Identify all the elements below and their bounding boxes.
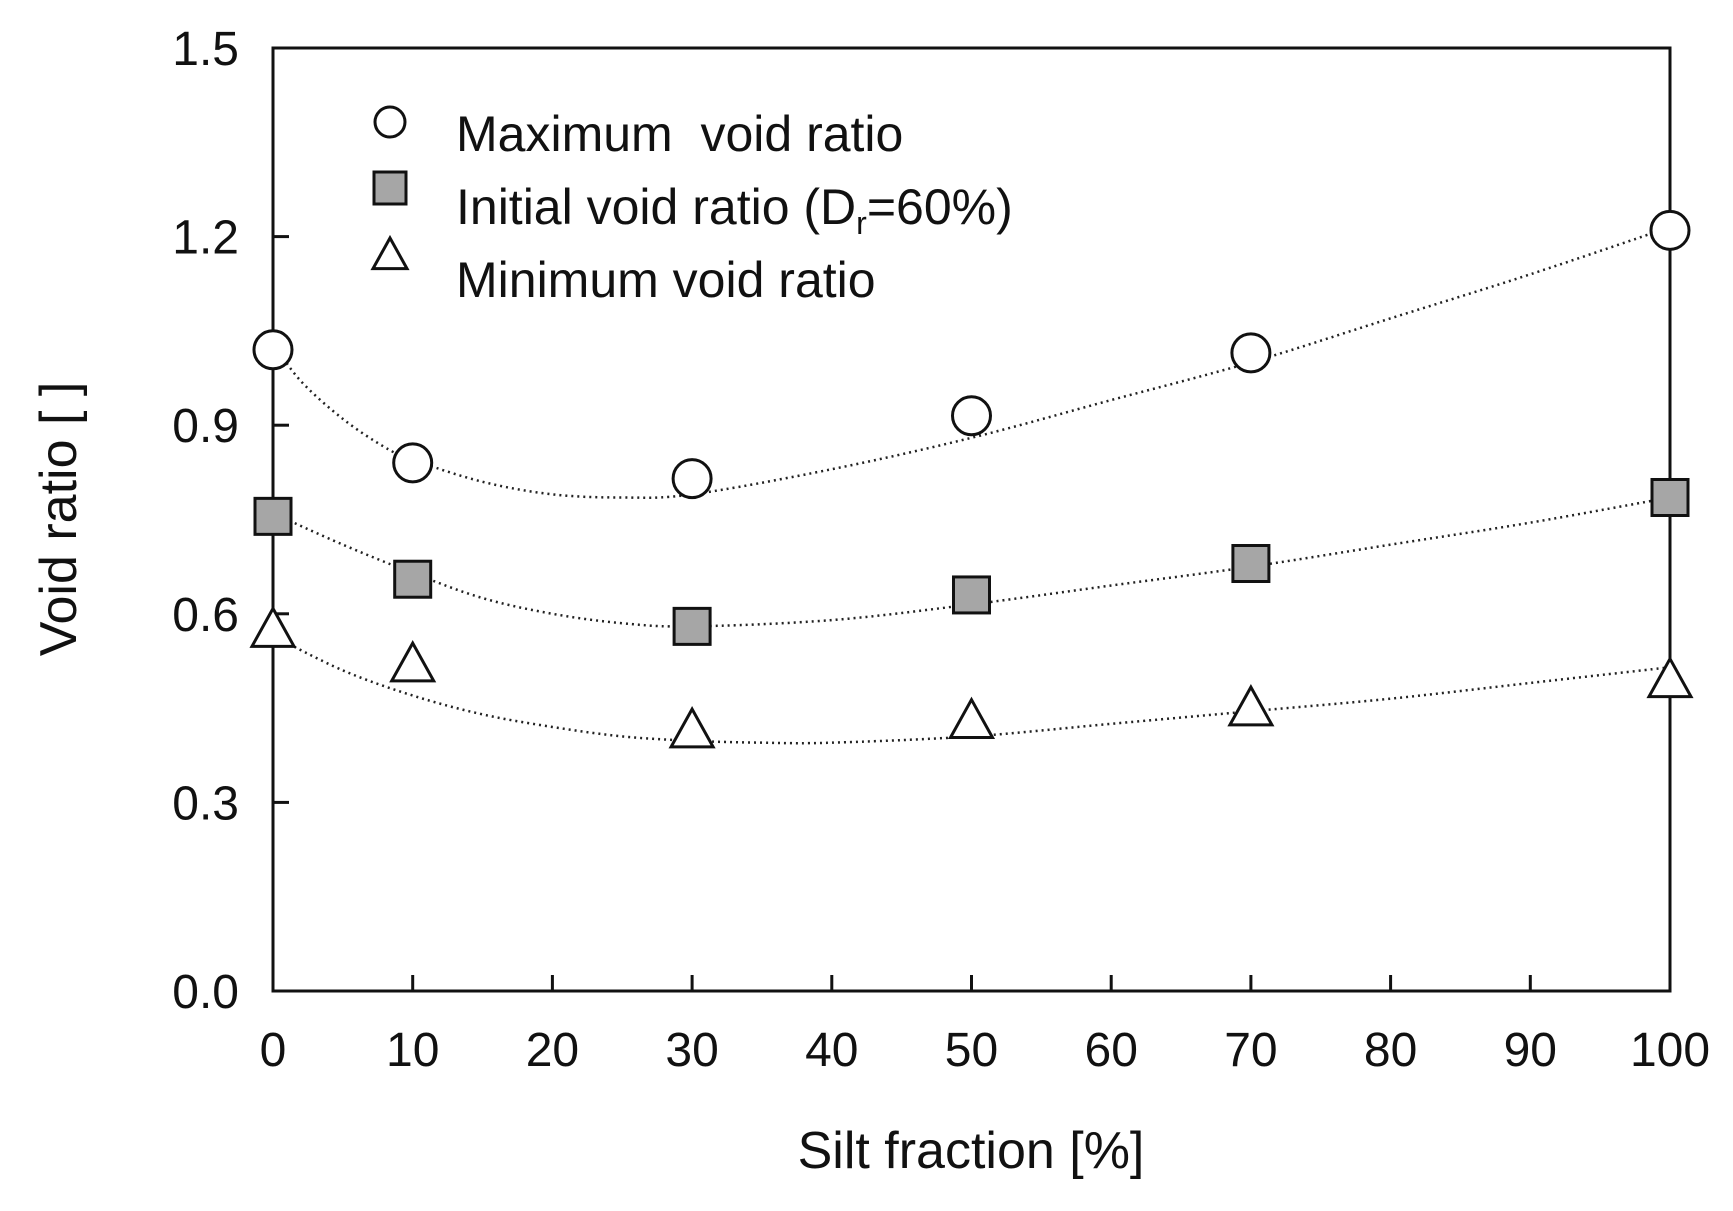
data-point-minimum <box>389 640 437 683</box>
legend-label-initial: Initial void ratio (Dr=60%) <box>456 179 1013 241</box>
x-tick-label: 20 <box>526 1024 579 1077</box>
legend-symbol-minimum <box>370 234 410 271</box>
data-point-minimum <box>249 605 297 648</box>
legend-marker-triangle <box>370 234 410 271</box>
trend-line-initial <box>272 496 1671 628</box>
legend-label-initial-text: Initial void ratio (D <box>456 179 856 235</box>
y-tick-label: 0.6 <box>172 589 239 642</box>
data-point-initial <box>952 575 991 615</box>
data-markers <box>249 209 1694 749</box>
x-tick-label: 0 <box>260 1024 287 1077</box>
x-tick-label: 30 <box>665 1024 718 1077</box>
data-point-maximum <box>252 329 294 371</box>
data-point-maximum <box>951 395 992 437</box>
x-tick-label: 60 <box>1085 1024 1138 1077</box>
y-tick-label: 1.5 <box>172 23 239 76</box>
y-axis-ticks: 0.0 0.3 0.6 0.9 1.2 1.5 <box>172 23 289 1019</box>
x-tick-label: 40 <box>805 1024 858 1077</box>
legend-symbol-maximum <box>373 105 407 139</box>
data-point-initial <box>253 496 293 536</box>
data-point-maximum <box>392 442 434 484</box>
data-point-maximum <box>671 458 713 500</box>
data-point-minimum <box>1227 684 1275 727</box>
x-tick-label: 100 <box>1630 1024 1710 1077</box>
y-tick-label: 0.9 <box>172 400 239 453</box>
data-point-initial <box>672 606 712 646</box>
data-point-minimum <box>947 696 996 739</box>
y-tick-label: 0.3 <box>172 777 239 830</box>
data-point-initial <box>1650 477 1690 517</box>
x-tick-label: 70 <box>1224 1024 1277 1077</box>
legend-label-maximum: Maximum void ratio <box>456 106 903 162</box>
trend-lines <box>271 225 1671 745</box>
x-tick-label: 90 <box>1504 1024 1557 1077</box>
data-point-minimum <box>1646 655 1694 699</box>
x-tick-label: 50 <box>945 1024 998 1077</box>
legend-label-initial-subscript: r <box>856 205 867 241</box>
y-axis-title: Void ratio [ ] <box>30 382 88 657</box>
data-point-maximum <box>1649 209 1691 251</box>
x-tick-label: 10 <box>386 1024 439 1077</box>
data-point-initial <box>393 559 433 599</box>
x-axis-title: Silt fraction [%] <box>798 1122 1145 1180</box>
x-tick-label: 80 <box>1364 1024 1417 1077</box>
data-point-minimum <box>668 706 716 749</box>
legend-marker-circle <box>373 105 407 139</box>
legend-symbol-initial <box>372 170 408 206</box>
legend-label-minimum: Minimum void ratio <box>456 252 876 308</box>
legend-marker-square <box>372 170 408 206</box>
data-point-initial <box>1231 544 1271 584</box>
legend: Maximum void ratio Initial void ratio (D… <box>370 105 1013 308</box>
trend-line-minimum <box>272 634 1671 745</box>
y-tick-label: 0.0 <box>172 966 239 1019</box>
x-axis-ticks: 0 10 20 30 40 50 60 70 80 90 100 <box>260 975 1710 1077</box>
data-point-maximum <box>1230 332 1272 374</box>
y-tick-label: 1.2 <box>172 212 239 265</box>
legend-label-initial-suffix: =60%) <box>867 179 1013 235</box>
